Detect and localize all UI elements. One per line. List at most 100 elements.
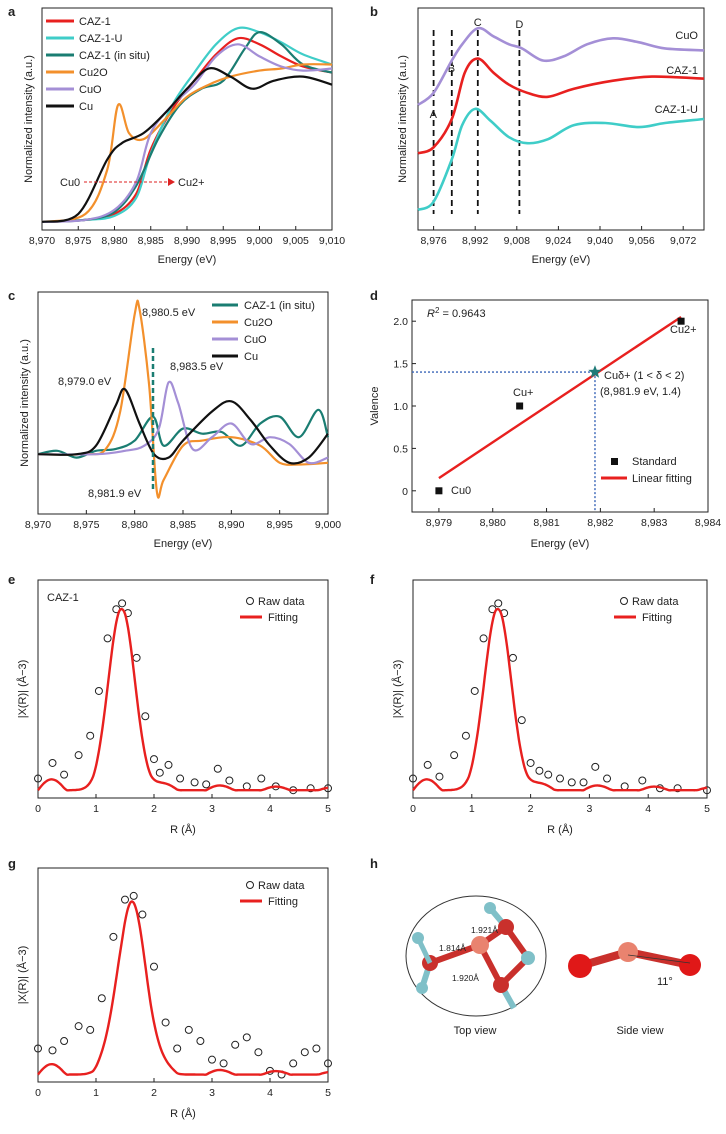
bond	[415, 936, 433, 965]
raw-data-point	[138, 910, 147, 919]
angle-label: 11°	[657, 976, 673, 988]
raw-data-point	[34, 774, 42, 783]
legend-marker-standard	[611, 458, 618, 465]
plot-elements	[34, 891, 332, 1079]
raw-data-point	[638, 776, 647, 785]
panel-label-g: g	[8, 856, 16, 871]
plot-frame	[37, 867, 329, 1083]
y-axis-label: |X(R)| (Å−3)	[16, 946, 29, 1005]
point-label-cu2plus: Cu2+	[670, 324, 697, 336]
raw-data-point	[257, 774, 266, 783]
x-tick-label: 2	[151, 803, 157, 815]
standard-point	[516, 402, 524, 410]
raw-data-point	[435, 772, 444, 781]
legend: CAZ-1 CAZ-1-U CAZ-1 (in situ) Cu2O CuO C…	[46, 16, 150, 113]
legend-label: Fitting	[268, 612, 298, 624]
curve-label-cuo: CuO	[675, 30, 698, 42]
legend: Standard Linear fitting	[601, 456, 692, 485]
plot-frame	[37, 291, 329, 515]
series-line-caz1	[417, 57, 705, 155]
series-line-cuo	[417, 26, 705, 106]
top-view-molecule	[412, 902, 535, 1010]
plot-elements	[412, 315, 685, 512]
plot-elements	[34, 599, 332, 795]
x-tick-label: 9,005	[283, 235, 309, 247]
point-label-cu0: Cu0	[451, 485, 471, 497]
x-tick-label: 8,985	[170, 519, 196, 531]
raw-data-point	[470, 686, 479, 695]
annotation-cu0: Cu0	[60, 177, 80, 189]
point-label-cuplus: Cu+	[513, 387, 534, 399]
top-view-outline	[405, 895, 547, 1017]
sample-label: CAZ-1	[47, 592, 79, 604]
x-tick-label: 8,983	[641, 517, 667, 529]
legend-label: Raw data	[258, 880, 305, 892]
x-ticks: 0 1 2 3 4 5	[410, 794, 710, 815]
x-tick-label: 9,072	[670, 235, 696, 247]
arrow-head	[168, 178, 175, 186]
legend-label: Standard	[632, 456, 677, 468]
x-tick-label: 8,980	[122, 519, 148, 531]
fitting-curve	[37, 900, 329, 1076]
angle-line	[627, 954, 691, 964]
raw-data-point	[219, 1059, 228, 1068]
bond-length-label: 1.920Å	[452, 973, 479, 983]
x-axis-label: Energy (eV)	[531, 538, 590, 550]
raw-data-point	[300, 1048, 309, 1057]
x-tick-label: 1	[469, 803, 475, 815]
x-tick-label: 2	[528, 803, 534, 815]
peak-label-cu2o: 8,980.5 eV	[142, 307, 196, 319]
fitting-curve	[37, 607, 329, 792]
x-tick-label: 3	[209, 1087, 215, 1099]
raw-data-point	[289, 1059, 298, 1068]
raw-data-point	[556, 774, 564, 783]
x-tick-label: 9,000	[315, 519, 341, 531]
panel-label-f: f	[370, 572, 375, 587]
x-tick-label: 8,970	[25, 519, 51, 531]
plot-elements	[409, 599, 711, 795]
panel-label-a: a	[8, 4, 16, 19]
raw-data-point	[312, 1044, 321, 1053]
raw-data-point	[202, 780, 211, 789]
raw-data-point	[461, 731, 470, 740]
raw-data-point	[591, 762, 600, 771]
x-ticks: 8,970 8,975 8,980 8,985 8,990 8,995 9,000	[25, 510, 341, 531]
curve-label-caz1: CAZ-1	[666, 65, 698, 77]
raw-data-point	[86, 731, 95, 740]
raw-data-point	[494, 599, 503, 608]
legend-label: Cu2O	[79, 67, 108, 79]
series-line-cuo	[41, 43, 333, 223]
panel-label-e: e	[8, 572, 15, 587]
raw-data-point	[121, 895, 129, 904]
y-axis-label: |X(R)| (Å−3)	[391, 660, 404, 719]
x-tick-label: 8,980	[480, 517, 506, 529]
legend-label: CAZ-1	[79, 16, 111, 28]
x-tick-label: 8,984	[695, 517, 721, 529]
series-line-caz1u	[41, 26, 333, 223]
legend-marker-raw	[246, 881, 254, 889]
peak-label-cu: 8,979.0 eV	[58, 376, 112, 388]
x-tick-label: 8,981	[533, 517, 559, 529]
marker-label: D	[515, 19, 523, 31]
x-tick-label: 0	[35, 803, 41, 815]
plot-frame	[417, 7, 705, 231]
raw-data-point	[118, 599, 127, 608]
raw-data-point	[190, 778, 199, 787]
legend-marker-raw	[620, 597, 628, 605]
x-tick-label: 2	[151, 1087, 157, 1099]
raw-data-point	[225, 776, 234, 785]
x-ticks: 0 1 2 3 4 5	[35, 794, 331, 815]
raw-data-point	[526, 758, 535, 767]
y-axis-label: Normalized intensity (a.u.)	[23, 55, 35, 183]
series-group	[37, 299, 330, 499]
raw-data-point	[254, 1048, 263, 1057]
raw-data-point	[48, 758, 57, 767]
x-axis-label: Energy (eV)	[158, 254, 217, 266]
x-tick-label: 4	[267, 1087, 273, 1099]
raw-data-point	[150, 962, 158, 971]
x-tick-label: 8,979	[426, 517, 452, 529]
marker-label: A	[430, 109, 438, 121]
marker-label: C	[474, 17, 482, 29]
x-axis-label: Energy (eV)	[154, 538, 213, 550]
raw-data-point	[86, 1025, 95, 1034]
